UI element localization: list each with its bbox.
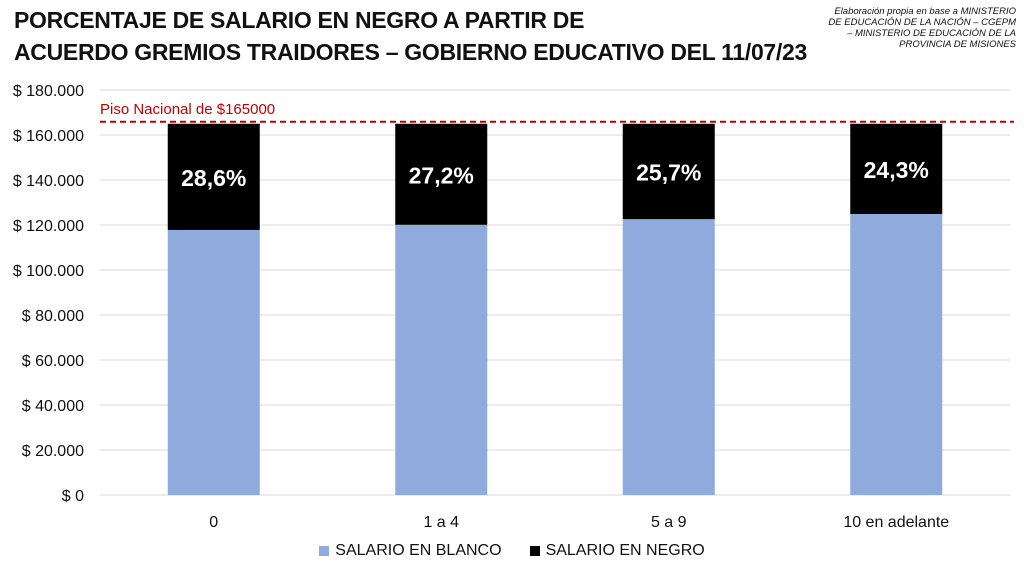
bar-salario-en-blanco <box>167 229 260 495</box>
legend-item-salario-en-negro: SALARIO EN NEGRO <box>529 542 705 560</box>
source-note: Elaboración propia en base a MINISTERIO … <box>786 6 1016 50</box>
source-note-line-4: PROVINCIA DE MISIONES <box>899 39 1016 50</box>
x-tick-label: 5 a 9 <box>651 514 687 531</box>
x-tick-label: 10 en adelante <box>843 514 949 531</box>
chart-title-line-2: ACUERDO GREMIOS TRAIDORES – GOBIERNO EDU… <box>14 39 807 65</box>
data-label: 28,6% <box>181 165 246 191</box>
bar-salario-en-negro <box>167 123 260 230</box>
chart-title: PORCENTAJE DE SALARIO EN NEGRO A PARTIR … <box>14 4 807 68</box>
legend-swatch-salario-en-negro <box>529 546 540 556</box>
y-tick-label: $ 80.000 <box>22 308 84 325</box>
source-note-line-3: – MINISTERIO DE EDUCACIÓN DE LA <box>847 28 1016 39</box>
y-tick-label: $ 160.000 <box>13 128 84 145</box>
legend-swatch-salario-en-blanco <box>319 546 330 556</box>
y-tick-label: $ 60.000 <box>22 353 84 370</box>
bar-salario-en-negro <box>850 123 943 214</box>
data-label: 25,7% <box>636 159 701 185</box>
data-label: 27,2% <box>409 162 474 188</box>
y-tick-label: $ 0 <box>62 488 84 505</box>
bar-salario-en-negro <box>622 123 715 220</box>
legend-item-salario-en-blanco: SALARIO EN BLANCO <box>319 542 502 560</box>
y-tick-label: $ 120.000 <box>13 218 84 235</box>
bar-salario-en-blanco <box>395 224 488 495</box>
reference-line-label: Piso Nacional de $165000 <box>100 101 275 118</box>
y-tick-label: $ 40.000 <box>22 398 84 415</box>
stacked-bar-chart: $ 0 $ 20.000 $ 40.000 $ 60.000 $ 80.000 $ 100… <box>13 83 1014 531</box>
source-note-line-2: DE EDUCACIÓN DE LA NACIÓN – CGEPM <box>828 17 1016 28</box>
legend-label-salario-en-negro: SALARIO EN NEGRO <box>545 542 705 559</box>
source-note-line-1: Elaboración propia en base a MINISTERIO <box>834 6 1016 17</box>
y-tick-label: $ 180.000 <box>13 83 84 100</box>
data-label: 24,3% <box>864 157 929 183</box>
bar-salario-en-negro <box>395 123 488 225</box>
y-tick-label: $ 100.000 <box>13 263 84 280</box>
x-tick-label: 1 a 4 <box>423 514 459 531</box>
y-tick-label: $ 20.000 <box>22 443 84 460</box>
bar-salario-en-blanco <box>622 219 715 495</box>
legend-label-salario-en-blanco: SALARIO EN BLANCO <box>335 542 502 559</box>
chart-legend: SALARIO EN BLANCO SALARIO EN NEGRO <box>0 542 1024 560</box>
y-tick-label: $ 140.000 <box>13 173 84 190</box>
x-tick-label: 0 <box>209 514 218 531</box>
chart-title-line-1: PORCENTAJE DE SALARIO EN NEGRO A PARTIR … <box>14 7 585 33</box>
bar-salario-en-blanco <box>850 213 943 495</box>
